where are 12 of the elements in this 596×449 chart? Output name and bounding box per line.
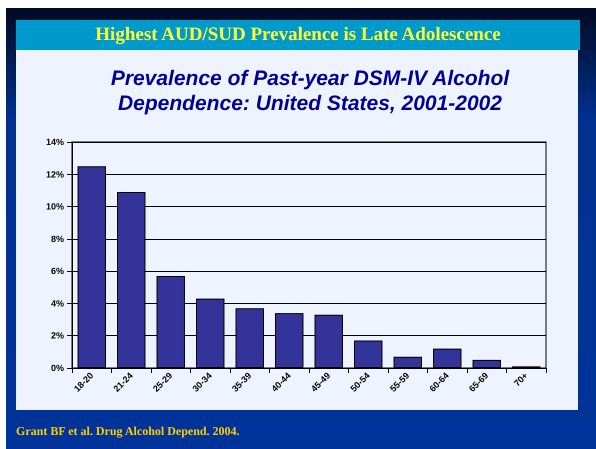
y-tick-label: 10%: [46, 202, 64, 212]
text: Grant BF et al. Drug Alcohol Depend. 2004.: [16, 424, 240, 439]
y-tick-label: 12%: [46, 169, 64, 180]
y-tick-label: 14%: [46, 137, 64, 147]
y-tick-label: 4%: [50, 298, 64, 308]
y-tick-label: 8%: [50, 234, 64, 244]
y-tick-label: 0%: [50, 363, 64, 373]
x-tick-label: 70+: [512, 370, 530, 388]
chart-subtitle: Prevalence of Past-year DSM-IV Alcohol Dependence: United States, 2001-2002: [110, 66, 510, 116]
chart-title: Highest AUD/SUD Prevalence is Late Adolescence: [16, 20, 580, 50]
y-tick-label: 2%: [50, 330, 64, 341]
y-tick-label: 6%: [50, 266, 64, 276]
